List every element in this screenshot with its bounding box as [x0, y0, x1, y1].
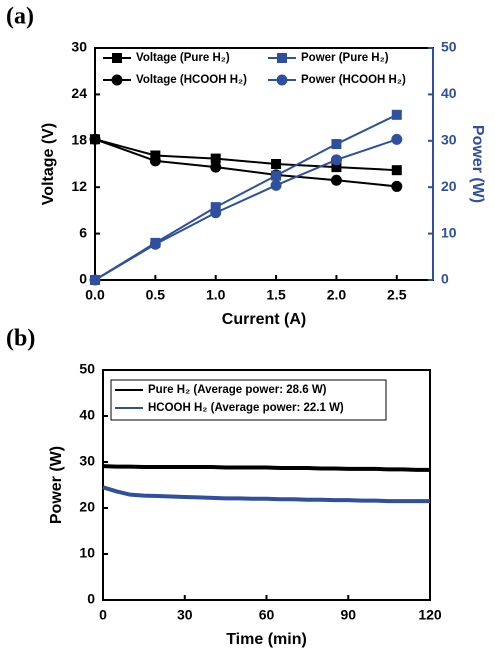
legend-label: Voltage (Pure H₂) — [136, 52, 230, 64]
marker — [89, 133, 101, 145]
x-tick-label: 60 — [259, 607, 275, 623]
x-tick-label: 0.5 — [146, 287, 166, 303]
y2-tick-label: 20 — [441, 178, 457, 194]
x-tick-label: 2.5 — [387, 287, 407, 303]
marker — [331, 162, 342, 173]
legend-label: HCOOH H₂ (Average power: 22.1 W) — [148, 402, 344, 414]
y-axis-title: Voltage (V) — [40, 123, 57, 205]
x-tick-label: 30 — [177, 607, 193, 623]
y2-axis-title: Power (W) — [469, 125, 486, 203]
marker — [210, 207, 222, 219]
series-line — [102, 485, 430, 504]
y-tick-label: 30 — [71, 39, 87, 55]
series-line — [94, 113, 398, 281]
y-tick-label: 24 — [71, 85, 87, 101]
y-tick-label: 0 — [79, 271, 87, 287]
marker — [149, 238, 161, 250]
y-tick-label: 18 — [71, 132, 87, 148]
x-axis-title: Current (A) — [222, 311, 306, 328]
x-tick-label: 1.0 — [206, 287, 226, 303]
marker — [391, 109, 402, 120]
y-tick-label: 6 — [79, 224, 87, 240]
panel-label: (a) — [6, 4, 34, 30]
marker — [330, 154, 342, 166]
legend-marker — [111, 74, 123, 86]
x-tick-label: 1.5 — [266, 287, 286, 303]
x-tick-label: 90 — [340, 607, 356, 623]
x-tick-label: 0 — [99, 607, 107, 623]
series-line — [94, 138, 397, 188]
y2-tick-label: 0 — [441, 271, 449, 287]
legend-label: Voltage (HCOOH H₂) — [136, 74, 247, 86]
y2-tick-label: 50 — [441, 39, 457, 55]
y-tick-label: 50 — [79, 361, 95, 377]
marker — [391, 165, 402, 176]
marker — [271, 159, 282, 169]
y-tick-label: 20 — [79, 499, 95, 515]
series-line — [102, 464, 430, 472]
y-tick-label: 10 — [79, 545, 95, 561]
y2-tick-label: 10 — [441, 224, 457, 240]
y2-tick-label: 30 — [441, 132, 457, 148]
series-line — [94, 138, 397, 172]
legend-label: Power (Pure H₂) — [301, 52, 389, 64]
y-tick-label: 0 — [87, 591, 95, 607]
x-tick-label: 0.0 — [85, 287, 105, 303]
x-tick-label: 120 — [418, 607, 442, 623]
legend-marker — [112, 53, 122, 63]
panel-label: (b) — [6, 326, 35, 352]
marker — [270, 179, 282, 191]
legend-box — [110, 379, 387, 421]
x-axis-title: Time (min) — [226, 631, 307, 648]
marker — [391, 180, 403, 192]
marker — [271, 170, 282, 181]
series-line — [94, 138, 398, 281]
marker — [210, 202, 221, 213]
marker — [391, 133, 403, 145]
legend-marker — [277, 53, 287, 63]
marker — [330, 174, 342, 186]
marker — [89, 274, 101, 286]
y-tick-label: 40 — [79, 407, 95, 423]
marker — [210, 153, 221, 164]
marker — [149, 155, 161, 167]
legend-label: Pure H₂ (Average power: 28.6 W) — [148, 384, 327, 396]
marker — [331, 139, 342, 150]
legend-marker — [276, 74, 288, 86]
y-tick-label: 30 — [79, 453, 95, 469]
marker — [210, 161, 222, 173]
y2-tick-label: 40 — [441, 85, 457, 101]
legend-label: Power (HCOOH H₂) — [301, 74, 406, 86]
y-tick-label: 12 — [71, 178, 87, 194]
x-tick-label: 2.0 — [327, 287, 347, 303]
y-axis-title: Power (W) — [48, 446, 65, 524]
